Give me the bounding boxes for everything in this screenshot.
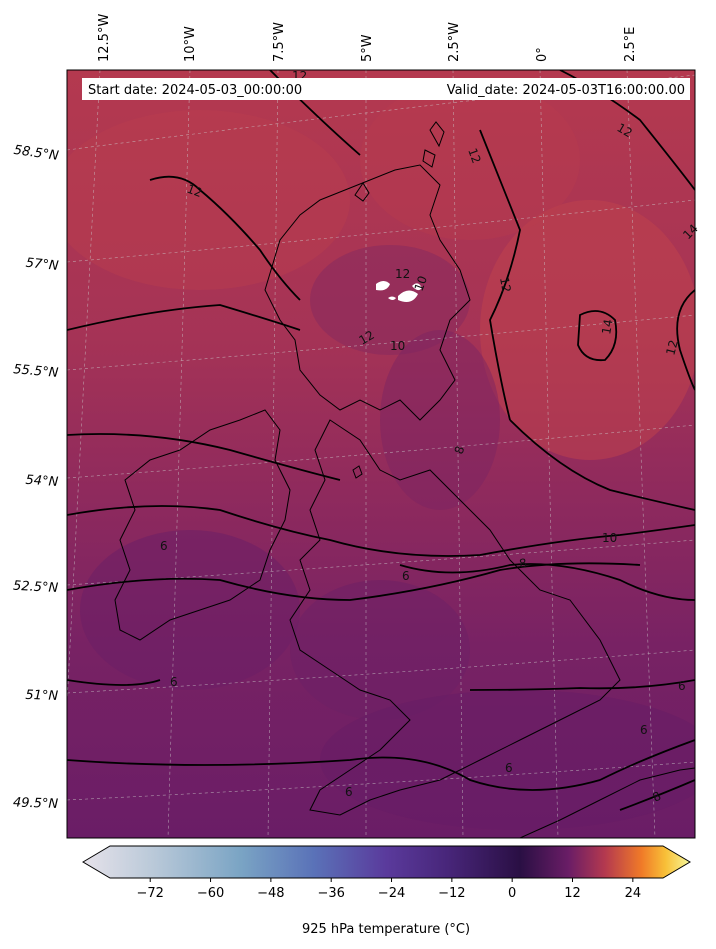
- colorbar-tick-label: −72: [136, 886, 163, 901]
- longitude-label: 0°: [535, 47, 550, 62]
- colorbar-ticks: −72 −60 −48 −36 −24 −12 0 12 24: [136, 878, 641, 901]
- longitude-label: 10°W: [183, 26, 198, 62]
- coastlines: [114, 121, 695, 838]
- latitude-label: 52.5°N: [13, 579, 59, 596]
- contour-label: 12: [497, 276, 513, 293]
- colorbar-tick-label: 12: [564, 886, 581, 901]
- longitude-label: 2.5°W: [447, 22, 462, 62]
- contour-label: 6: [678, 679, 686, 693]
- longitude-label: 5°W: [360, 34, 375, 62]
- contour-label: 14: [599, 318, 615, 335]
- contour-label: 6: [160, 539, 168, 553]
- contour-label: 12: [185, 182, 204, 200]
- colorbar-tick-label: −48: [257, 886, 284, 901]
- graticule: [67, 70, 695, 838]
- contour-label: 8: [452, 444, 468, 456]
- colorbar-tick-label: −60: [197, 886, 224, 901]
- start-date-text: Start date: 2024-05-03_00:00:00: [88, 83, 302, 98]
- colorbar-tick-label: −24: [378, 886, 405, 901]
- contour-label: 12: [663, 338, 680, 356]
- contour-label: 10: [602, 531, 617, 545]
- latitude-label: 57°N: [25, 256, 59, 274]
- colorbar-tick-label: −12: [438, 886, 465, 901]
- temperature-field: [67, 70, 695, 838]
- colorbar-tick-label: 0: [508, 886, 516, 901]
- longitude-label: 12.5°W: [97, 14, 112, 62]
- date-info-box: Start date: 2024-05-03_00:00:00 Valid_da…: [82, 78, 690, 100]
- contour-label: 6: [505, 761, 513, 775]
- valid-date-text: Valid_date: 2024-05-03T16:00:00.00: [447, 83, 685, 98]
- contour-label: 10: [412, 274, 430, 293]
- latitude-label: 51°N: [25, 688, 59, 704]
- contour-label: 12: [395, 267, 410, 281]
- colorbar: −72 −60 −48 −36 −24 −12 0 12 24 925 hPa temperat…: [82, 845, 691, 937]
- longitude-label: 2.5°E: [623, 27, 638, 62]
- contour-label: 10: [390, 339, 405, 353]
- isotherm-contours: [67, 70, 695, 811]
- colorbar-tick-label: −36: [317, 886, 344, 901]
- latitude-label: 58.5°N: [13, 143, 60, 164]
- contour-label: 6: [640, 723, 648, 737]
- latitude-label: 54°N: [25, 473, 59, 490]
- contour-label: 6: [170, 675, 178, 689]
- contour-label: 12: [357, 328, 377, 348]
- longitude-label: 7.5°W: [272, 22, 287, 62]
- colorbar-tick-label: 24: [625, 886, 642, 901]
- contour-label: 8: [518, 556, 528, 571]
- longitude-labels: 12.5°W 10°W 7.5°W 5°W 2.5°W 0° 2.5°E: [97, 14, 638, 62]
- latitude-labels: 58.5°N 57°N 55.5°N 54°N 52.5°N 51°N 49.5…: [13, 143, 60, 812]
- map-frame: [66, 69, 696, 839]
- contour-label: 6: [345, 785, 353, 799]
- contour-label: 12: [465, 146, 483, 165]
- colorbar-title: 925 hPa temperature (°C): [302, 922, 470, 937]
- contour-labels: 12 12 12 12 14 12 12 10 10 12 14 12 10 8…: [160, 69, 701, 805]
- contour-label: 6: [402, 569, 410, 583]
- contour-label: 12: [615, 120, 635, 140]
- latitude-label: 49.5°N: [13, 795, 59, 812]
- latitude-label: 55.5°N: [13, 362, 60, 381]
